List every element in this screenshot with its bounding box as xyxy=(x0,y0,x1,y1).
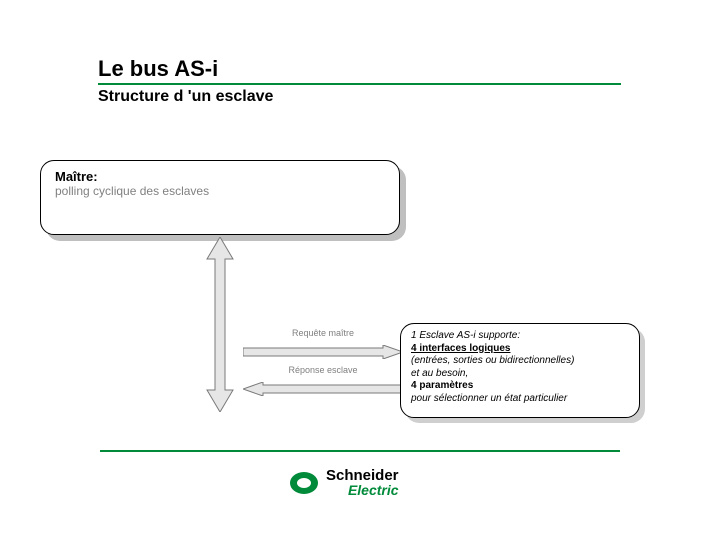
brand-logo-icon-inner xyxy=(297,478,311,488)
response-label: Réponse esclave xyxy=(252,365,394,375)
brand-logo-icon xyxy=(290,472,318,494)
master-title: Maître: xyxy=(55,169,385,184)
page-subtitle: Structure d 'un esclave xyxy=(98,88,273,106)
response-arrow-icon xyxy=(243,382,403,396)
request-label: Requête maître xyxy=(252,328,394,338)
note-line-3: (entrées, sorties ou bidirectionnelles) xyxy=(411,355,629,368)
brand-name: Schneider xyxy=(326,468,399,483)
title-underline xyxy=(98,83,621,85)
master-box: Maître: polling cyclique des esclaves xyxy=(40,160,406,241)
brand-sub: Electric xyxy=(348,483,399,497)
note-line-6: pour sélectionner un état particulier xyxy=(411,393,629,406)
footer-divider xyxy=(100,450,620,452)
brand-logo-text: Schneider Electric xyxy=(326,468,399,497)
master-desc: polling cyclique des esclaves xyxy=(55,184,385,198)
slide: Le bus AS-i Structure d 'un esclave Maît… xyxy=(0,0,720,540)
page-title: Le bus AS-i xyxy=(98,56,218,82)
brand-logo: Schneider Electric xyxy=(290,468,399,497)
note-box: 1 Esclave AS-i supporte: 4 interfaces lo… xyxy=(400,323,645,423)
note-box-body: 1 Esclave AS-i supporte: 4 interfaces lo… xyxy=(400,323,640,418)
vertical-double-arrow-icon xyxy=(205,237,235,412)
note-line-5: 4 paramètres xyxy=(411,380,629,393)
note-line-2: 4 interfaces logiques xyxy=(411,343,629,356)
master-box-body: Maître: polling cyclique des esclaves xyxy=(40,160,400,235)
note-line-1: 1 Esclave AS-i supporte: xyxy=(411,330,629,343)
note-line-4: et au besoin, xyxy=(411,368,629,381)
request-arrow-icon xyxy=(243,345,403,359)
